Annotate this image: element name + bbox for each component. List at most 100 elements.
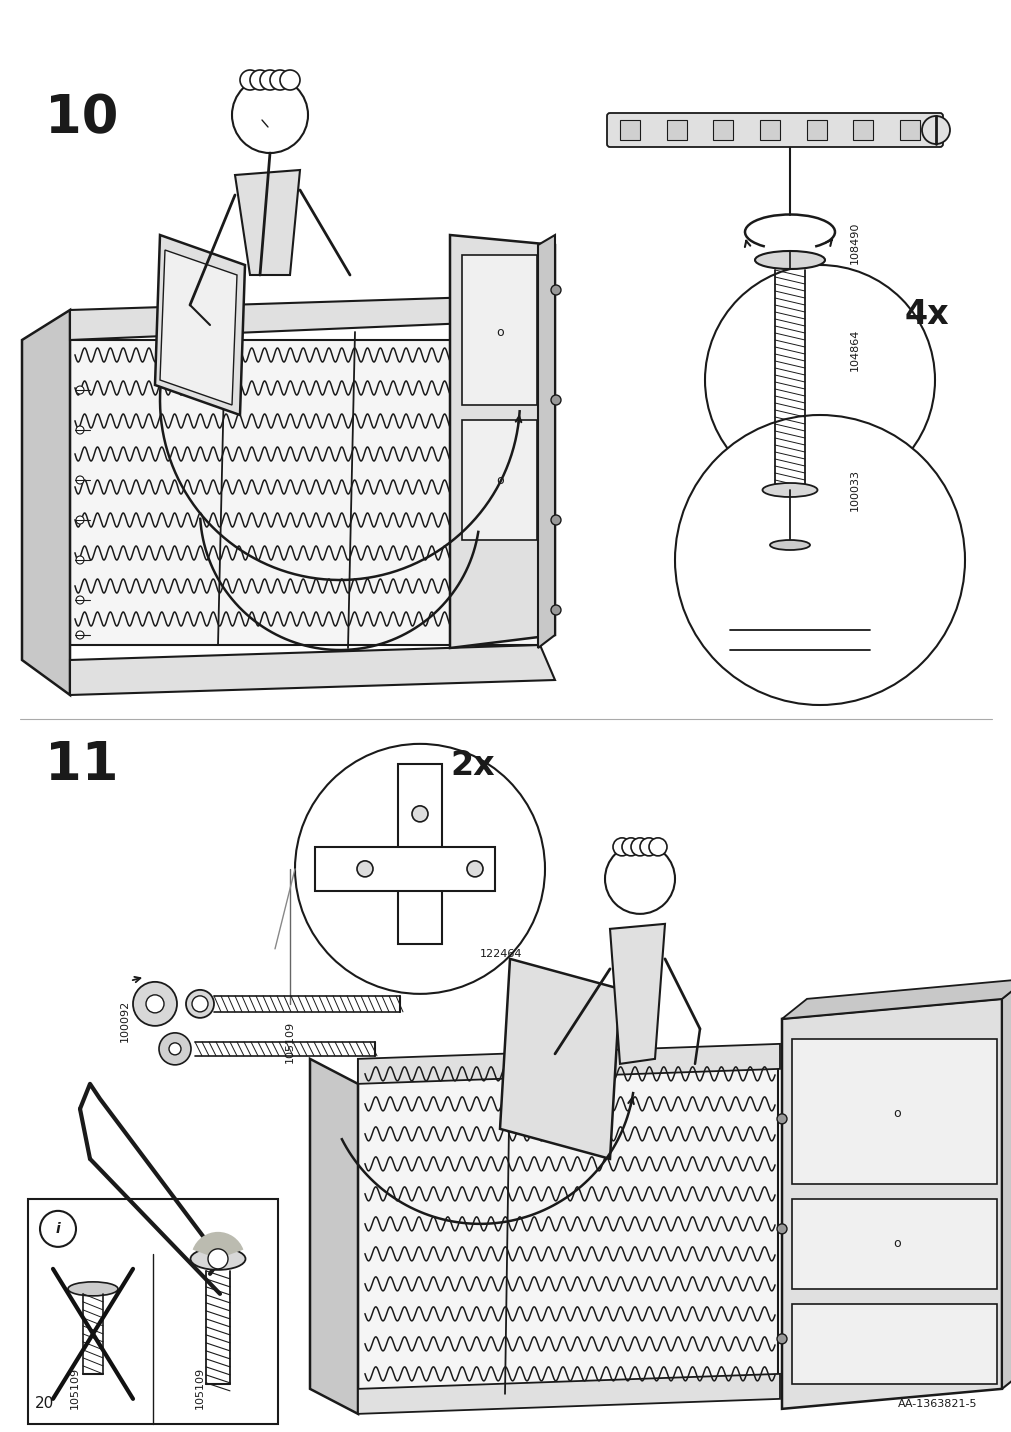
Text: 105109: 105109 — [195, 1366, 205, 1409]
Circle shape — [357, 861, 373, 876]
Text: AA-1363821-5: AA-1363821-5 — [897, 1399, 976, 1409]
Circle shape — [411, 806, 428, 822]
Circle shape — [622, 838, 639, 856]
Ellipse shape — [68, 1282, 118, 1296]
Polygon shape — [538, 235, 554, 649]
Circle shape — [208, 1249, 227, 1269]
Bar — [666, 120, 686, 140]
Bar — [397, 763, 442, 944]
Circle shape — [550, 395, 560, 405]
Polygon shape — [70, 295, 540, 339]
Text: o: o — [893, 1237, 900, 1250]
Polygon shape — [1001, 979, 1011, 1389]
Text: 100092: 100092 — [120, 1000, 129, 1042]
Circle shape — [192, 995, 208, 1012]
Text: 104864: 104864 — [849, 329, 859, 371]
Circle shape — [76, 425, 84, 434]
Text: 11: 11 — [44, 739, 118, 790]
Bar — [620, 120, 639, 140]
Bar — [713, 120, 733, 140]
Polygon shape — [235, 170, 299, 275]
Ellipse shape — [754, 251, 824, 269]
Circle shape — [280, 70, 299, 90]
Text: 105109: 105109 — [70, 1366, 80, 1409]
Circle shape — [550, 285, 560, 295]
Bar — [28, 1199, 278, 1423]
Circle shape — [674, 415, 964, 705]
Text: 10: 10 — [44, 92, 118, 145]
Ellipse shape — [190, 1247, 246, 1270]
Polygon shape — [358, 1044, 779, 1084]
Circle shape — [76, 516, 84, 524]
Ellipse shape — [769, 540, 809, 550]
Circle shape — [250, 70, 270, 90]
Bar — [70, 339, 540, 644]
Circle shape — [550, 604, 560, 614]
Ellipse shape — [186, 990, 213, 1018]
Circle shape — [146, 995, 164, 1012]
Polygon shape — [155, 235, 245, 415]
Circle shape — [40, 1211, 76, 1247]
Circle shape — [76, 632, 84, 639]
Text: 2x: 2x — [450, 749, 494, 782]
Bar — [792, 1038, 996, 1184]
Text: o: o — [495, 326, 503, 339]
Circle shape — [76, 596, 84, 604]
Circle shape — [631, 838, 648, 856]
Circle shape — [295, 743, 545, 994]
Polygon shape — [160, 251, 237, 405]
Polygon shape — [397, 846, 442, 891]
Circle shape — [705, 265, 934, 495]
Bar — [806, 120, 826, 140]
Polygon shape — [70, 644, 554, 695]
Polygon shape — [358, 1373, 779, 1413]
Circle shape — [232, 77, 307, 153]
Circle shape — [776, 1224, 787, 1234]
Bar — [852, 120, 872, 140]
Bar — [314, 846, 494, 891]
Circle shape — [240, 70, 260, 90]
Polygon shape — [782, 1000, 1001, 1409]
Text: 108490: 108490 — [849, 222, 859, 263]
Circle shape — [159, 1032, 191, 1065]
Wedge shape — [192, 1232, 243, 1259]
Bar — [358, 1058, 777, 1393]
Text: o: o — [495, 474, 503, 487]
Text: 105109: 105109 — [285, 1021, 295, 1063]
Bar — [792, 1199, 996, 1289]
Text: 100033: 100033 — [849, 470, 859, 511]
Circle shape — [76, 387, 84, 394]
Bar — [899, 120, 919, 140]
Text: 4x: 4x — [904, 298, 948, 331]
Text: 20: 20 — [35, 1396, 55, 1412]
Text: 122464: 122464 — [479, 949, 522, 959]
Polygon shape — [450, 235, 554, 649]
Polygon shape — [610, 924, 664, 1064]
FancyBboxPatch shape — [607, 113, 942, 147]
Circle shape — [550, 516, 560, 526]
Circle shape — [169, 1042, 181, 1055]
Circle shape — [921, 116, 949, 145]
Circle shape — [639, 838, 657, 856]
Circle shape — [76, 556, 84, 564]
Text: 121030: 121030 — [894, 135, 936, 145]
Circle shape — [776, 1333, 787, 1343]
Circle shape — [776, 1114, 787, 1124]
Text: i: i — [56, 1221, 61, 1236]
Ellipse shape — [761, 483, 817, 497]
Circle shape — [76, 475, 84, 484]
Polygon shape — [782, 979, 1011, 1018]
Circle shape — [132, 982, 177, 1025]
Bar — [462, 255, 537, 405]
Polygon shape — [22, 309, 70, 695]
Circle shape — [260, 70, 280, 90]
Bar — [792, 1305, 996, 1383]
Polygon shape — [499, 959, 620, 1158]
Circle shape — [613, 838, 631, 856]
Circle shape — [648, 838, 666, 856]
Bar — [759, 120, 779, 140]
Polygon shape — [309, 1058, 358, 1413]
Circle shape — [466, 861, 482, 876]
Circle shape — [270, 70, 290, 90]
Text: o: o — [893, 1107, 900, 1120]
